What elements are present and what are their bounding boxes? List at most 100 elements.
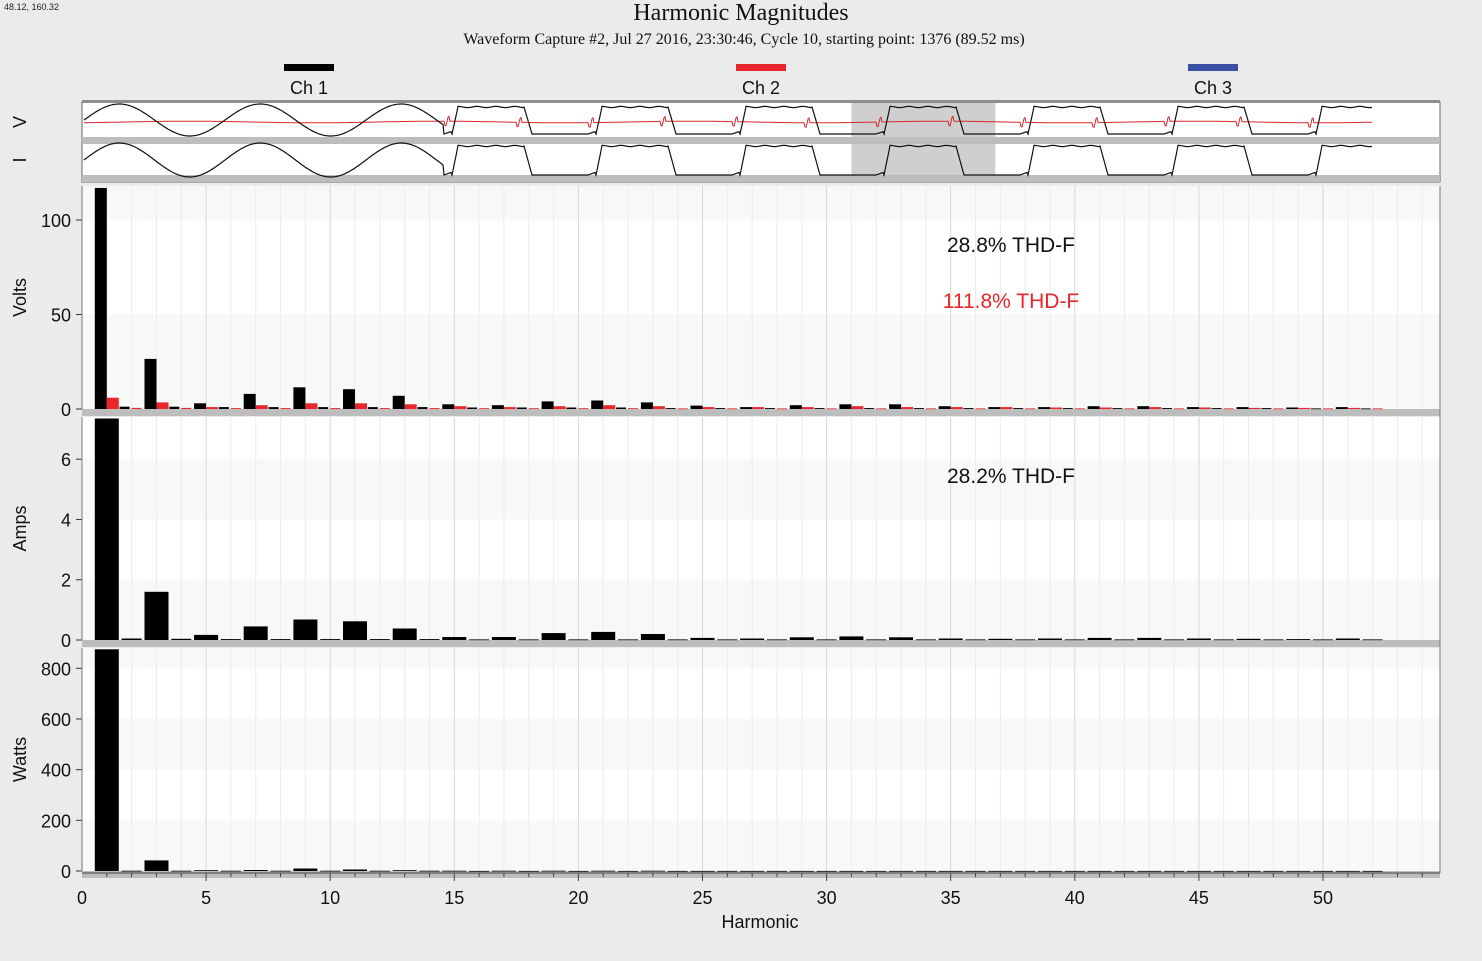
bar-watts-ch1-h18[interactable] [518,870,539,872]
bar-volts-ch1-h29[interactable] [789,405,802,409]
bar-watts-ch1-h44[interactable] [1164,870,1185,872]
bar-volts-ch1-h14[interactable] [417,407,428,409]
bar-watts-ch1-h2[interactable] [121,870,142,872]
bar-volts-ch1-h41[interactable] [1087,406,1100,409]
bar-volts-ch2-h2[interactable] [131,407,142,409]
bar-watts-ch1-h25[interactable] [690,870,715,872]
bar-volts-ch2-h3[interactable] [156,402,169,409]
bar-amps-ch1-h40[interactable] [1064,639,1085,641]
bar-volts-ch2-h27[interactable] [752,407,765,409]
bar-amps-ch1-h51[interactable] [1335,638,1360,641]
bar-watts-ch1-h32[interactable] [866,870,887,872]
bar-amps-ch1-h48[interactable] [1263,639,1284,641]
bar-volts-ch1-h5[interactable] [194,403,207,409]
bar-amps-ch1-h1[interactable] [94,418,119,641]
bar-volts-ch1-h9[interactable] [293,387,306,409]
bar-amps-ch1-h28[interactable] [767,639,787,641]
bar-volts-ch1-h28[interactable] [765,408,775,409]
bar-amps-ch1-h37[interactable] [988,638,1013,640]
bar-volts-ch1-h6[interactable] [218,407,229,409]
bar-volts-ch1-h45[interactable] [1186,407,1199,409]
bar-amps-ch1-h26[interactable] [717,639,738,641]
bar-volts-ch2-h36[interactable] [975,408,986,410]
bar-volts-ch1-h43[interactable] [1137,406,1150,409]
bar-volts-ch1-h25[interactable] [690,405,703,409]
bar-amps-ch1-h45[interactable] [1186,638,1211,641]
bar-watts-ch1-h27[interactable] [740,870,765,872]
bar-volts-ch1-h39[interactable] [1038,407,1050,409]
bar-watts-ch1-h5[interactable] [194,870,219,871]
bar-watts-ch1-h22[interactable] [618,870,638,872]
bar-volts-ch2-h20[interactable] [578,408,589,409]
bar-amps-ch1-h27[interactable] [740,638,765,641]
bar-watts-ch1-h42[interactable] [1114,870,1135,872]
bar-volts-ch2-h8[interactable] [280,408,291,409]
bar-volts-ch1-h19[interactable] [541,401,554,409]
bar-volts-ch2-h34[interactable] [925,408,936,410]
bar-volts-ch2-h15[interactable] [454,406,467,409]
legend-item-2[interactable]: Ch 2 [736,64,786,98]
waveform-strip[interactable]: V I [10,100,1441,183]
bar-watts-ch1-h24[interactable] [667,870,688,872]
bar-volts-ch1-h40[interactable] [1062,408,1073,409]
bar-volts-ch2-h40[interactable] [1074,408,1085,410]
bar-volts-ch1-h13[interactable] [392,395,405,409]
bar-watts-ch1-h30[interactable] [816,870,837,872]
bar-volts-ch2-h38[interactable] [1025,408,1036,410]
bar-amps-ch1-h49[interactable] [1286,639,1311,640]
bar-volts-ch2-h46[interactable] [1223,408,1234,410]
bar-watts-ch1-h52[interactable] [1362,870,1383,872]
bar-amps-ch1-h8[interactable] [270,639,291,640]
bar-volts-ch1-h22[interactable] [616,407,626,410]
bar-volts-ch2-h16[interactable] [479,408,490,409]
bar-volts-ch1-h3[interactable] [144,358,157,409]
bar-amps-ch1-h16[interactable] [469,639,490,641]
bar-amps-ch1-h10[interactable] [320,639,341,640]
bar-volts-ch1-h24[interactable] [665,408,676,409]
bar-volts-ch1-h11[interactable] [343,389,355,409]
bar-volts-ch1-h7[interactable] [243,393,256,409]
bar-volts-ch2-h18[interactable] [528,408,539,409]
bar-volts-ch2-h42[interactable] [1124,408,1135,410]
bar-volts-ch1-h51[interactable] [1335,407,1348,409]
bar-watts-ch1-h3[interactable] [144,860,169,871]
bar-volts-ch2-h47[interactable] [1248,407,1261,409]
bar-watts-ch1-h26[interactable] [717,870,738,872]
bar-volts-ch1-h33[interactable] [889,404,902,409]
bar-watts-ch1-h49[interactable] [1286,870,1311,872]
bar-watts-ch1-h46[interactable] [1213,870,1234,872]
bar-amps-ch1-h11[interactable] [343,621,367,640]
bar-amps-ch1-h46[interactable] [1213,639,1234,641]
bar-watts-ch1-h19[interactable] [541,870,566,872]
bar-volts-ch2-h45[interactable] [1198,407,1211,410]
bar-watts-ch1-h35[interactable] [938,870,963,872]
bar-watts-ch1-h39[interactable] [1038,870,1062,872]
bar-volts-ch2-h19[interactable] [553,406,566,409]
bar-watts-ch1-h20[interactable] [568,870,589,872]
legend-item-1[interactable]: Ch 1 [284,64,334,98]
bar-watts-ch1-h51[interactable] [1335,870,1360,872]
bar-volts-ch2-h7[interactable] [255,405,268,409]
bar-volts-ch2-h50[interactable] [1323,408,1333,410]
bar-volts-ch2-h44[interactable] [1174,408,1185,410]
bar-amps-ch1-h36[interactable] [965,639,986,641]
bar-volts-ch2-h22[interactable] [628,408,638,409]
bar-amps-ch1-h21[interactable] [591,631,616,640]
bar-amps-ch1-h17[interactable] [491,637,516,640]
bar-watts-ch1-h12[interactable] [369,870,390,872]
bar-volts-ch1-h38[interactable] [1013,408,1024,409]
bar-watts-ch1-h23[interactable] [640,870,665,872]
bar-volts-ch1-h32[interactable] [864,408,875,409]
bar-volts-ch1-h35[interactable] [938,406,951,409]
bar-watts-ch1-h40[interactable] [1064,870,1085,872]
bar-volts-ch1-h48[interactable] [1261,408,1272,409]
bar-watts-ch1-h47[interactable] [1236,870,1261,872]
bar-watts-ch1-h29[interactable] [789,870,814,872]
bar-amps-ch1-h42[interactable] [1114,639,1135,641]
bar-watts-ch1-h36[interactable] [965,870,986,872]
bar-watts-ch1-h41[interactable] [1087,870,1112,872]
bar-amps-ch1-h19[interactable] [541,633,566,640]
bar-volts-ch1-h17[interactable] [491,405,504,409]
bar-amps-ch1-h15[interactable] [442,637,467,640]
